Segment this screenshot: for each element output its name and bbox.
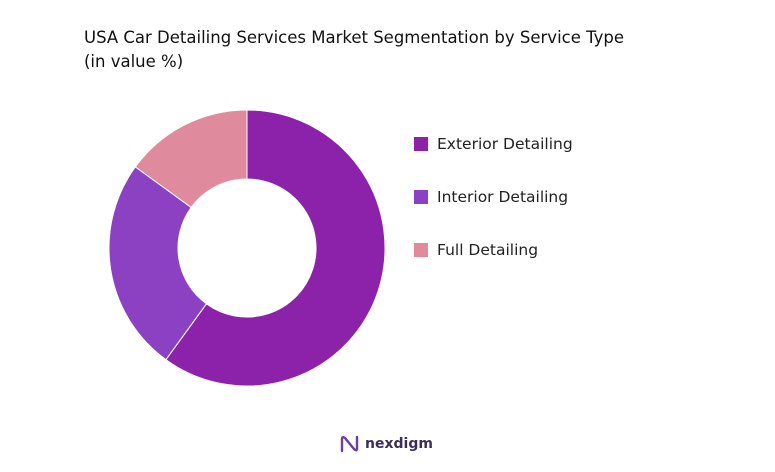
legend-swatch	[414, 190, 428, 204]
legend-item-full-detailing: Full Detailing	[414, 238, 573, 262]
donut-slice-interior-detailing	[108, 166, 208, 361]
donut-slice-exterior-detailing	[165, 109, 386, 387]
legend-item-exterior-detailing: Exterior Detailing	[414, 132, 573, 156]
legend-label: Interior Detailing	[437, 188, 569, 206]
legend-swatch	[414, 137, 428, 151]
brand-logo: nexdigm	[340, 435, 433, 453]
chart-title: USA Car Detailing Services Market Segmen…	[84, 28, 625, 47]
legend-label: Exterior Detailing	[437, 135, 573, 153]
nexdigm-logo-icon	[340, 435, 359, 453]
chart-title-block: USA Car Detailing Services Market Segmen…	[84, 26, 744, 74]
donut-slice-full-detailing	[134, 109, 248, 209]
legend-swatch	[414, 243, 428, 257]
legend-item-interior-detailing: Interior Detailing	[414, 185, 573, 209]
legend: Exterior Detailing Interior Detailing Fu…	[414, 132, 573, 291]
chart-subtitle: (in value %)	[84, 52, 184, 71]
legend-label: Full Detailing	[437, 241, 539, 259]
brand-name: nexdigm	[365, 436, 433, 452]
